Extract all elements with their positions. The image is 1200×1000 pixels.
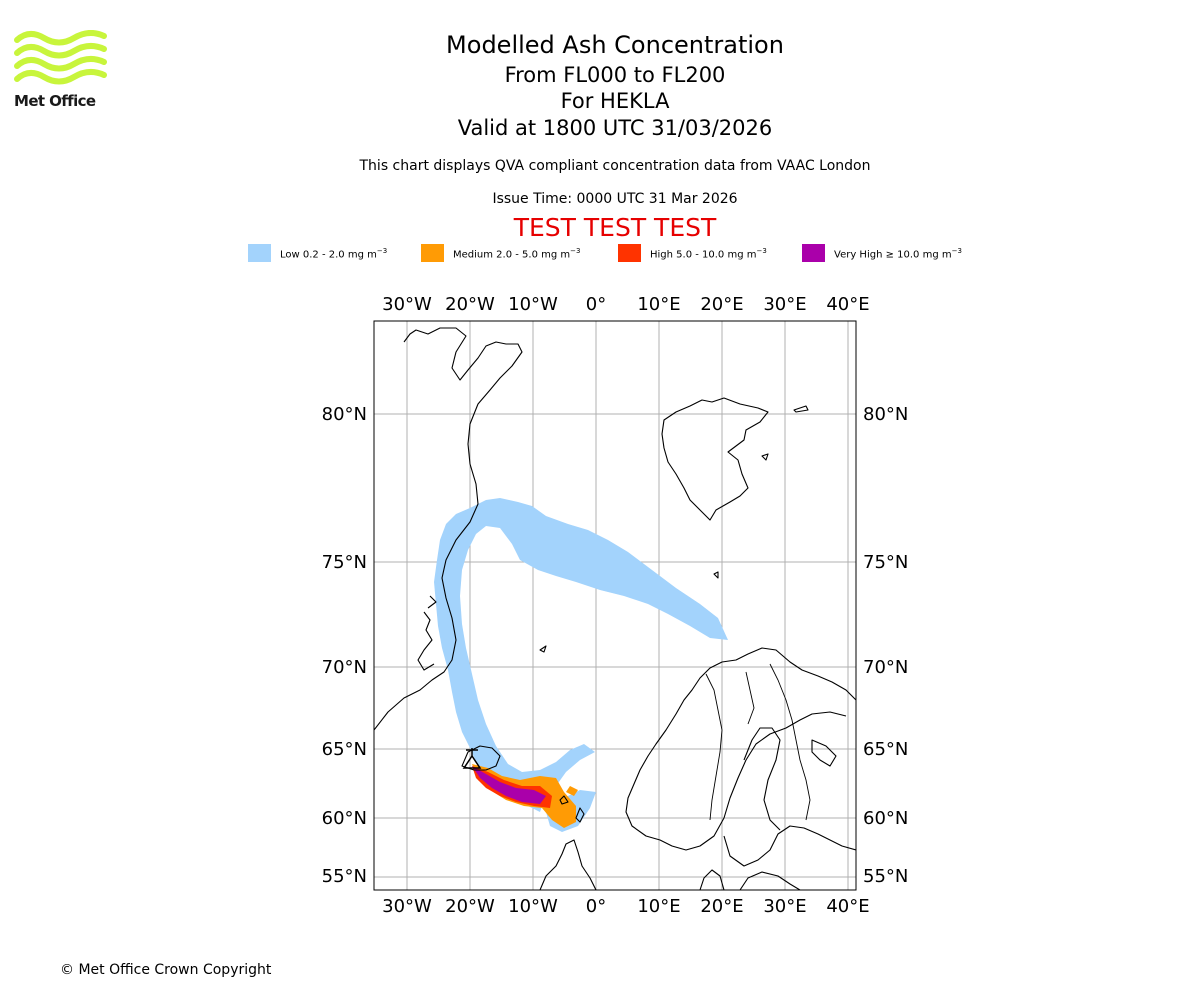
lon-label-bottom: 10°E xyxy=(637,896,680,917)
volcano-marker-icon xyxy=(462,748,482,769)
lon-label-top: 0° xyxy=(586,294,606,315)
legend-swatch-very-high xyxy=(802,244,825,262)
legend-label-medium: Medium 2.0 - 5.0 mg m xyxy=(453,249,571,261)
lat-label-right: 55°N xyxy=(863,866,908,887)
lon-label-top: 10°W xyxy=(508,294,558,315)
lon-label-bottom: 20°E xyxy=(700,896,743,917)
legend-swatch-low xyxy=(248,244,271,262)
coast-jan-mayen xyxy=(539,645,547,653)
legend-label-low: Low 0.2 - 2.0 mg m xyxy=(280,249,377,261)
lon-label-bottom: 20°W xyxy=(445,896,495,917)
lon-label-bottom: 10°W xyxy=(508,896,558,917)
coast-norway xyxy=(625,647,856,851)
lat-label-right: 70°N xyxy=(863,657,908,678)
border-sweden-finland xyxy=(745,671,755,725)
legend-exp-low: −3 xyxy=(376,247,388,255)
volcano-name: For HEKLA xyxy=(560,89,670,113)
legend-exp-medium: −3 xyxy=(570,247,581,255)
ash-plume-very-high xyxy=(472,766,546,804)
lon-label-bottom: 40°E xyxy=(826,896,869,917)
chart-title: Modelled Ash Concentration xyxy=(446,31,784,59)
test-banner: TEST TEST TEST xyxy=(513,213,717,242)
coast-white-sea xyxy=(811,739,837,767)
lat-label-left: 55°N xyxy=(322,866,367,887)
coast-kong-karls xyxy=(761,453,769,461)
longitude-labels-top: 30°W 20°W 10°W 0° 10°E 20°E 30°E 40°E xyxy=(382,294,869,315)
lon-label-bottom: 0° xyxy=(586,896,606,917)
lat-label-right: 60°N xyxy=(863,808,908,829)
lon-label-top: 20°W xyxy=(445,294,495,315)
legend-label-very-high: Very High ≥ 10.0 mg m xyxy=(834,249,952,261)
legend-label-high: High 5.0 - 10.0 mg m xyxy=(650,249,757,261)
valid-time: Valid at 1800 UTC 31/03/2026 xyxy=(457,116,773,140)
coast-baltic xyxy=(739,871,801,890)
ash-plume-low xyxy=(434,498,728,832)
lat-label-left: 65°N xyxy=(322,739,367,760)
lon-label-top: 30°E xyxy=(763,294,806,315)
lon-label-top: 30°W xyxy=(382,294,432,315)
coast-scotland xyxy=(539,839,597,890)
lat-label-right: 80°N xyxy=(863,404,908,425)
coast-greenland-east xyxy=(417,611,435,671)
latitude-labels-right: 80°N 75°N 70°N 65°N 60°N 55°N xyxy=(863,404,908,887)
border-norway-sweden xyxy=(705,673,723,821)
coast-svalbard xyxy=(661,397,769,521)
lat-label-left: 80°N xyxy=(322,404,367,425)
met-office-logo-icon xyxy=(14,30,107,85)
copyright-notice: © Met Office Crown Copyright xyxy=(60,962,272,978)
chart-description: This chart displays QVA compliant concen… xyxy=(359,158,871,174)
lat-label-right: 75°N xyxy=(863,552,908,573)
lon-label-top: 40°E xyxy=(826,294,869,315)
border-finland-russia xyxy=(769,663,811,821)
coast-faroes xyxy=(559,795,569,805)
legend-exp-very-high: −3 xyxy=(951,247,962,255)
latitude-labels-left: 80°N 75°N 70°N 65°N 60°N 55°N xyxy=(322,404,367,887)
legend-exp-high: −3 xyxy=(756,247,767,255)
issue-time: Issue Time: 0000 UTC 31 Mar 2026 xyxy=(492,191,738,207)
lat-label-left: 75°N xyxy=(322,552,367,573)
coast-kvitoya xyxy=(793,405,809,413)
lat-label-left: 60°N xyxy=(322,808,367,829)
coast-greenland-fjord xyxy=(427,595,437,609)
lon-label-top: 20°E xyxy=(700,294,743,315)
coast-gulf-bothnia xyxy=(743,727,781,831)
country-borders xyxy=(705,663,811,821)
map-frame xyxy=(373,320,857,891)
coast-shetland xyxy=(575,807,585,823)
coast-sweden-finland xyxy=(723,825,856,867)
map-content xyxy=(374,321,856,890)
legend-swatch-medium xyxy=(421,244,444,262)
flight-levels: From FL000 to FL200 xyxy=(504,63,726,87)
lat-label-right: 65°N xyxy=(863,739,908,760)
longitude-labels-bottom: 30°W 20°W 10°W 0° 10°E 20°E 30°E 40°E xyxy=(382,896,869,917)
coastlines xyxy=(374,327,856,890)
lon-label-top: 10°E xyxy=(637,294,680,315)
coast-bear-island xyxy=(713,571,719,579)
lon-label-bottom: 30°W xyxy=(382,896,432,917)
lon-label-bottom: 30°E xyxy=(763,896,806,917)
legend-swatch-high xyxy=(618,244,641,262)
coast-denmark xyxy=(699,869,725,890)
lat-label-left: 70°N xyxy=(322,657,367,678)
coast-greenland xyxy=(374,327,523,731)
logo-text: Met Office xyxy=(14,92,96,110)
